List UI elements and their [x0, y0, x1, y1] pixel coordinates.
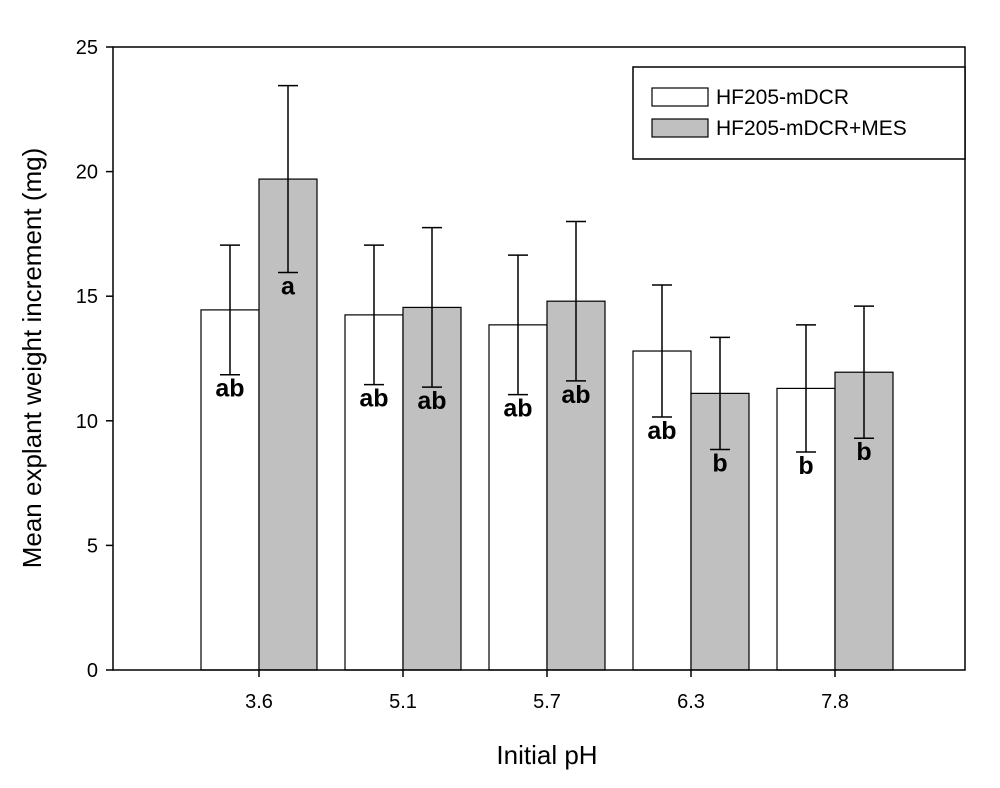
error-bar-series-1-ph-7.8	[796, 324, 816, 453]
x-tick-label-5.1: 5.1	[389, 691, 417, 713]
significance-label-series-1-ph-3.6: ab	[215, 375, 244, 403]
significance-label-series-1-ph-5.1: ab	[359, 385, 388, 413]
legend-swatch-series-2	[651, 118, 709, 138]
y-axis: 0 5 10 15 20 25	[76, 37, 113, 682]
y-tick-label-5: 5	[87, 535, 98, 557]
significance-label-series-2-ph-5.1: ab	[417, 387, 446, 415]
legend-label-series-1: HF205-mDCR	[716, 86, 849, 109]
bars-layer	[200, 178, 894, 671]
error-bar-series-2-ph-7.8	[854, 305, 874, 439]
y-tick-label-15: 15	[76, 286, 98, 308]
y-tick-label-20: 20	[76, 162, 98, 184]
x-tick-label-7.8: 7.8	[821, 691, 849, 713]
error-bar-series-2-ph-6.3	[710, 336, 730, 451]
significance-label-series-1-ph-6.3: ab	[647, 417, 676, 445]
error-bar-series-1-ph-6.3	[652, 284, 672, 418]
error-bar-series-1-ph-3.6	[220, 244, 240, 376]
error-bar-series-2-ph-5.7	[566, 220, 586, 382]
x-tick-label-3.6: 3.6	[245, 691, 273, 713]
legend-label-series-2: HF205-mDCR+MES	[716, 117, 907, 140]
y-tick-label-0: 0	[87, 660, 98, 682]
x-tick-label-6.3: 6.3	[677, 691, 705, 713]
y-tick-label-10: 10	[76, 411, 98, 433]
error-bar-series-1-ph-5.1	[364, 244, 384, 386]
error-bar-series-2-ph-5.1	[422, 226, 442, 388]
significance-label-series-2-ph-3.6: a	[281, 273, 296, 301]
error-bar-series-2-ph-3.6	[278, 84, 298, 274]
significance-label-series-2-ph-7.8: b	[856, 438, 871, 466]
error-bars-layer	[220, 84, 874, 453]
significance-label-series-2-ph-5.7: ab	[561, 381, 590, 409]
error-bar-series-1-ph-5.7	[508, 254, 528, 396]
x-tick-label-5.7: 5.7	[533, 691, 561, 713]
legend: HF205-mDCR HF205-mDCR+MES	[632, 66, 966, 160]
legend-frame	[632, 66, 966, 160]
plot-frame	[112, 46, 966, 671]
y-tick-label-25: 25	[76, 37, 98, 59]
x-axis-title: Initial pH	[496, 740, 597, 770]
significance-label-series-1-ph-5.7: ab	[503, 395, 532, 423]
significance-labels-layer: ab a ab ab ab ab ab b b b	[215, 273, 871, 480]
x-axis: 3.6 5.1 5.7 6.3 7.8	[245, 670, 849, 713]
significance-label-series-2-ph-6.3: b	[712, 449, 727, 477]
legend-swatch-series-1	[651, 87, 709, 107]
significance-label-series-1-ph-7.8: b	[798, 452, 813, 480]
y-axis-title: Mean explant weight increment (mg)	[17, 148, 47, 569]
